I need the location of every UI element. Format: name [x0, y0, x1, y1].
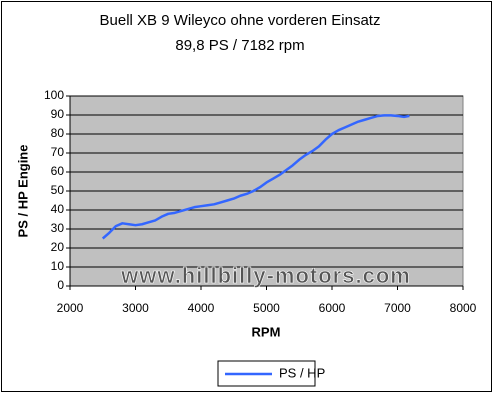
x-axis-label: RPM — [252, 324, 281, 339]
x-tick-label: 6000 — [319, 301, 346, 315]
y-tick-label: 20 — [51, 240, 65, 254]
x-tick-label: 2000 — [57, 301, 84, 315]
y-tick-label: 50 — [51, 183, 65, 197]
y-tick-label: 70 — [51, 145, 65, 159]
y-tick-label: 60 — [51, 164, 65, 178]
chart-title: Buell XB 9 Wileyco ohne vorderen Einsatz — [100, 12, 381, 29]
y-tick-label: 10 — [51, 259, 65, 273]
watermark: www.hillbilly-motors.com — [120, 263, 411, 288]
y-tick-label: 40 — [51, 202, 65, 216]
y-tick-label: 30 — [51, 221, 65, 235]
chart-subtitle: 89,8 PS / 7182 rpm — [175, 37, 304, 54]
x-tick-label: 5000 — [253, 301, 280, 315]
y-tick-label: 100 — [44, 88, 64, 102]
x-tick-label: 3000 — [122, 301, 149, 315]
x-tick-label: 8000 — [450, 301, 477, 315]
y-tick-label: 90 — [51, 107, 65, 121]
y-tick-label: 80 — [51, 126, 65, 140]
x-tick-label: 4000 — [188, 301, 215, 315]
data-line — [101, 114, 410, 240]
y-axis-label: PS / HP Engine — [15, 145, 30, 238]
y-tick-label: 0 — [57, 278, 64, 292]
legend-label: PS / HP — [279, 365, 325, 380]
x-tick-label: 7000 — [384, 301, 411, 315]
